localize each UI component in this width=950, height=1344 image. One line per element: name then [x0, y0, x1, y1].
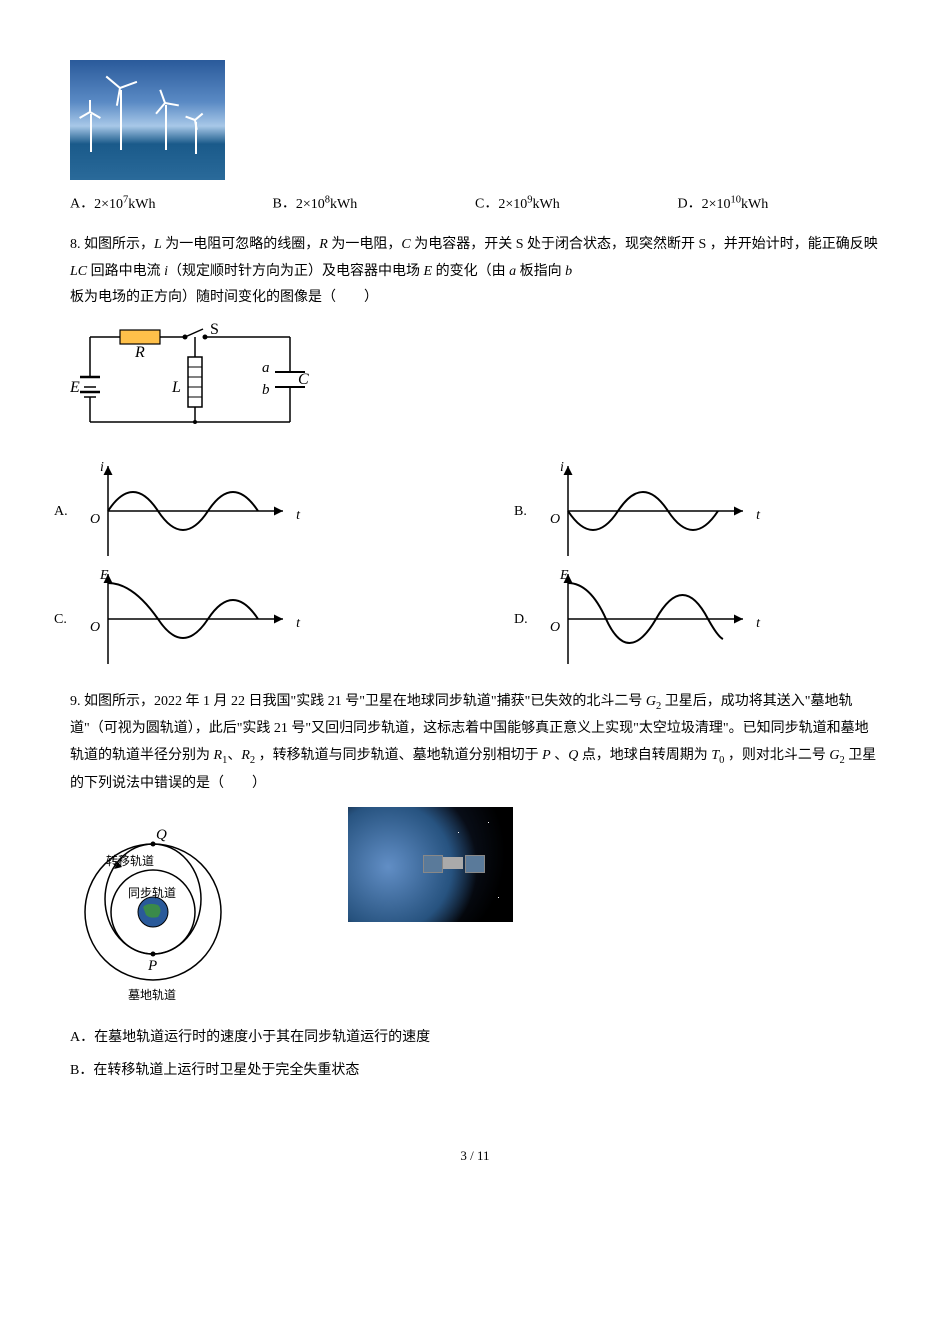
svg-text:L: L [171, 379, 181, 396]
svg-text:E: E [70, 379, 80, 396]
q7-options: A．2×107kWh B．2×108kWh C．2×109kWh D．2×101… [70, 190, 880, 218]
q7-option-d: D．2×1010kWh [678, 190, 881, 218]
svg-text:P: P [147, 958, 157, 974]
svg-text:b: b [262, 382, 270, 398]
svg-text:a: a [262, 360, 270, 376]
q9-option-b: B．在转移轨道上运行时卫星处于完全失重状态 [70, 1058, 880, 1085]
page-number: 3 / 11 [70, 1144, 880, 1169]
wind-turbine-image [70, 60, 225, 180]
svg-text:C: C [298, 371, 309, 388]
svg-text:同步轨道: 同步轨道 [128, 886, 176, 900]
svg-text:Q: Q [156, 827, 167, 843]
q9-options: A．在墓地轨道运行时的速度小于其在同步轨道运行的速度 B．在转移轨道上运行时卫星… [70, 1025, 880, 1084]
q8-graph-b: B. i O t [538, 461, 758, 561]
q9-text: 9. 如图所示，2022 年 1 月 22 日我国"实践 21 号"卫星在地球同… [70, 689, 880, 798]
q7-option-b: B．2×108kWh [273, 190, 476, 218]
svg-text:转移轨道: 转移轨道 [106, 853, 154, 868]
circuit-diagram: R S E L a b C [70, 322, 880, 453]
q9-option-a: A．在墓地轨道运行时的速度小于其在同步轨道运行的速度 [70, 1025, 880, 1052]
svg-text:R: R [134, 344, 145, 361]
q8-text: 8. 如图所示，L 为一电阻可忽略的线圈，R 为一电阻，C 为电容器，开关 S … [70, 232, 880, 312]
q7-option-c: C．2×109kWh [475, 190, 678, 218]
q8-graph-c: C. E O t [78, 569, 298, 669]
svg-text:S: S [210, 322, 219, 338]
satellite-image [348, 807, 513, 922]
q8-graph-a: A. i O t [78, 461, 298, 561]
svg-text:墓地轨道: 墓地轨道 [128, 988, 176, 1002]
q8-number: 8. [70, 237, 81, 252]
q8-graph-d: D. E O t [538, 569, 758, 669]
orbit-diagram: Q P 转移轨道 同步轨道 墓地轨道 [78, 807, 228, 1007]
q9-number: 9. [70, 694, 81, 709]
q7-option-a: A．2×107kWh [70, 190, 273, 218]
